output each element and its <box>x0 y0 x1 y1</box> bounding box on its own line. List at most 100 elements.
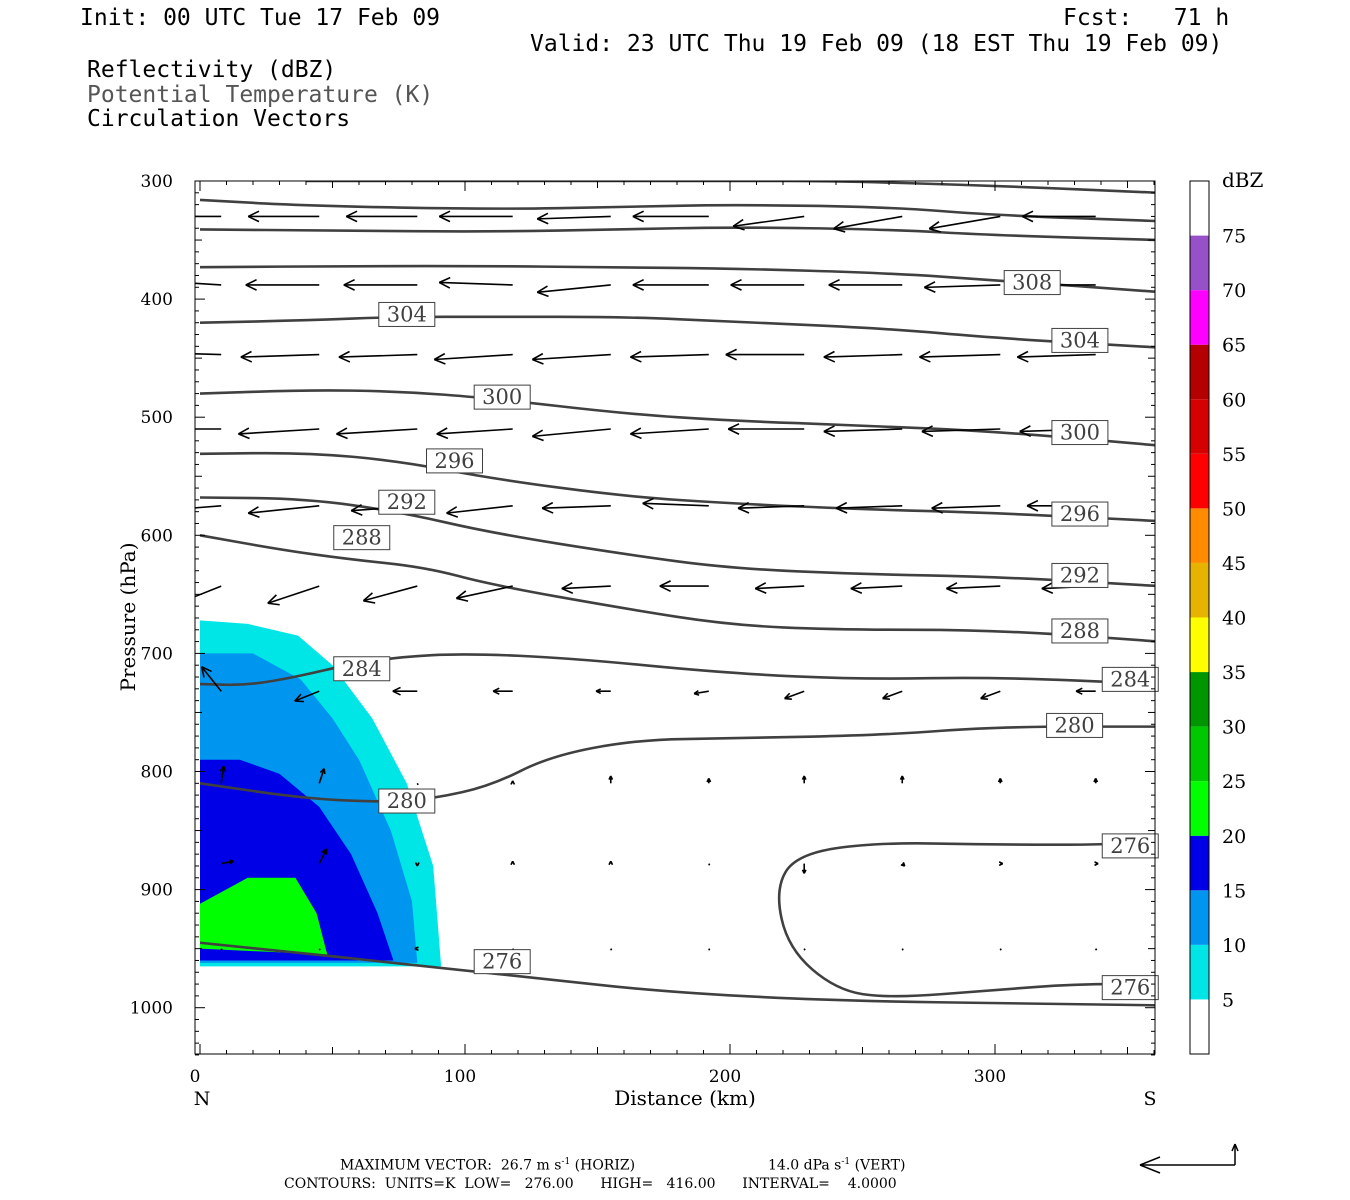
colorbar-segment <box>1190 235 1209 291</box>
x-tick-label: 300 <box>974 1067 1006 1087</box>
vector-arrowhead <box>446 506 458 514</box>
vector-arrowhead <box>336 433 348 440</box>
vector-arrowhead <box>725 353 737 361</box>
theta-layer <box>199 181 1155 1007</box>
colorbar-segment <box>1190 672 1209 727</box>
vector-arrowhead <box>931 507 944 514</box>
vector-arrowhead <box>833 220 844 230</box>
vector-arrowhead <box>999 778 1003 783</box>
vector-arrowhead <box>632 215 645 223</box>
vector-arrowhead <box>433 352 446 361</box>
vector-arrowhead <box>338 350 350 358</box>
vector-arrow <box>946 585 1001 590</box>
vector-arrow <box>416 782 419 786</box>
vector-arrowhead <box>730 284 742 291</box>
vector-arrowhead <box>511 860 516 866</box>
vector-arrow <box>708 948 711 951</box>
vector-arrowhead <box>632 210 645 218</box>
vector-arrowhead <box>536 291 549 298</box>
vector-arrowhead <box>931 501 943 509</box>
forecast-hour: Fcst: 71 h <box>1063 5 1230 31</box>
vector-arrowhead <box>1026 499 1039 507</box>
vector-arrow <box>456 585 513 600</box>
vector-arrowhead <box>140 275 151 280</box>
vector-arrowhead <box>900 863 905 867</box>
vector-arrowhead <box>343 284 355 291</box>
vector-arrowhead <box>323 768 326 775</box>
vector-arrowhead <box>140 280 150 286</box>
theta-contour-288 <box>199 534 1155 643</box>
vector-arrowhead <box>414 862 419 867</box>
vector-arrowhead <box>632 278 645 286</box>
vector-arrowhead <box>536 212 549 220</box>
vector-arrowhead <box>1026 505 1039 512</box>
colorbar-tick-label: 70 <box>1222 280 1246 302</box>
theta-contour-304 <box>199 315 1155 349</box>
vector-arrowhead <box>138 429 149 434</box>
vector-arrowhead <box>247 210 260 218</box>
vector-arrow <box>850 585 903 590</box>
vector-arrowhead <box>630 427 642 435</box>
y-tick-label: 900 <box>141 881 173 901</box>
vector-arrowhead <box>238 427 250 435</box>
vector-arrowhead <box>1019 425 1031 433</box>
colorbar-segment <box>1190 999 1209 1054</box>
vector-arrowhead <box>350 509 363 516</box>
vector-arrowhead <box>438 281 451 289</box>
max-vector-prefix: MAXIMUM VECTOR: 26.7 m s <box>340 1157 562 1174</box>
vector-arrowhead <box>1075 690 1083 695</box>
vector-arrowhead <box>436 433 449 440</box>
vector-arrow <box>708 863 711 866</box>
vector-arrowhead <box>850 587 863 594</box>
x-axis-title: Distance (km) <box>614 1086 756 1110</box>
vector-arrowhead <box>294 693 302 702</box>
vector-arrow <box>220 766 225 784</box>
vector-arrowhead <box>693 689 699 695</box>
contour-label-box <box>1046 712 1104 738</box>
vector-arrowhead <box>732 218 744 227</box>
contour-label-box <box>1051 562 1109 588</box>
contour-label-box <box>1003 270 1061 296</box>
vector-arrowhead <box>835 507 848 514</box>
vector-arrow <box>439 281 513 286</box>
contour-label: 304 <box>387 302 427 326</box>
y-tick-label: 500 <box>141 408 173 428</box>
vector-arrowhead <box>928 221 940 230</box>
vector-layer <box>138 210 1099 952</box>
vector-arrowhead <box>610 860 614 866</box>
vector-arrowhead <box>455 590 467 599</box>
vector-arrowhead <box>532 358 544 365</box>
field-reflectivity: Reflectivity (dBZ) <box>87 57 337 83</box>
vector-arrow <box>446 504 513 514</box>
vector-arrowhead <box>492 690 500 695</box>
vector-arrowhead <box>1021 215 1034 223</box>
vector-arrowhead <box>143 352 154 358</box>
vector-arrowhead <box>1021 210 1034 218</box>
vector-arrowhead <box>414 946 419 950</box>
contour-label-box <box>1051 618 1109 644</box>
vector-arrowhead <box>392 686 401 692</box>
vector-arrow <box>338 353 418 358</box>
vector-arrowhead <box>456 597 469 602</box>
vector-arrow <box>318 768 325 784</box>
theta-contour-308 <box>199 264 1155 294</box>
colorbar-segment <box>1190 781 1209 836</box>
vector-arrow <box>318 948 321 951</box>
vector-arrowhead <box>828 284 840 291</box>
vert-label: (VERT) <box>850 1157 906 1174</box>
vector-arrowhead <box>980 692 987 700</box>
vector-arrowhead <box>160 511 171 515</box>
vector-arrowhead <box>833 227 846 233</box>
vector-arrow <box>980 690 1001 700</box>
vector-arrowhead <box>1041 587 1054 594</box>
vector-arrowhead <box>823 350 835 358</box>
contour-label: 280 <box>387 789 427 813</box>
vector-arrowhead <box>610 775 614 780</box>
colorbar-segment <box>1190 944 1209 1000</box>
contour-label: 284 <box>342 657 382 681</box>
vector-arrowhead <box>160 505 170 511</box>
theta-contour-284 <box>199 653 1155 687</box>
vector-arrow <box>318 848 328 864</box>
vector-arrow <box>532 353 611 361</box>
colorbar-tick-label: 75 <box>1222 226 1246 248</box>
